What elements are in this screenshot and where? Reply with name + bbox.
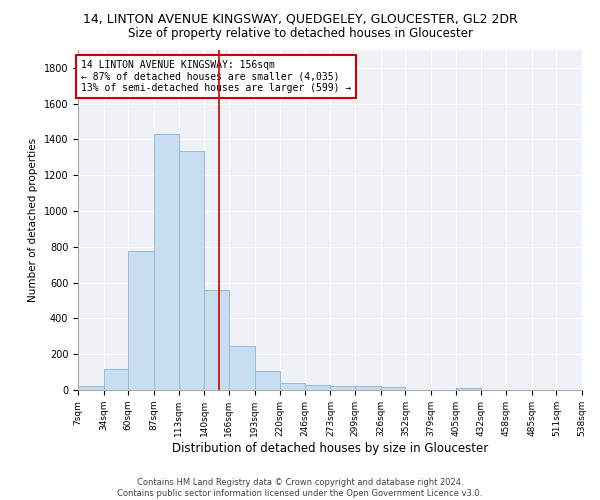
Bar (78, 386, 104, 390)
Bar (154, 134, 179, 390)
Bar (280, 383, 305, 390)
Y-axis label: Number of detached properties: Number of detached properties (28, 138, 38, 302)
Text: 14 LINTON AVENUE KINGSWAY: 156sqm
← 87% of detached houses are smaller (4,035)
1: 14 LINTON AVENUE KINGSWAY: 156sqm ← 87% … (80, 60, 351, 94)
Bar (254, 371, 280, 390)
Bar (331, 386, 355, 390)
Bar (204, 290, 229, 390)
Bar (128, 252, 154, 390)
Bar (381, 388, 406, 390)
Text: 14, LINTON AVENUE KINGSWAY, QUEDGELEY, GLOUCESTER, GL2 2DR: 14, LINTON AVENUE KINGSWAY, QUEDGELEY, G… (83, 12, 517, 26)
Bar (355, 386, 381, 390)
Bar (179, 151, 204, 390)
Bar (305, 384, 331, 390)
Text: Contains HM Land Registry data © Crown copyright and database right 2024.
Contai: Contains HM Land Registry data © Crown c… (118, 478, 482, 498)
Text: Size of property relative to detached houses in Gloucester: Size of property relative to detached ho… (128, 28, 473, 40)
Bar (456, 388, 481, 390)
Bar (229, 346, 254, 390)
X-axis label: Distribution of detached houses by size in Gloucester: Distribution of detached houses by size … (172, 442, 488, 454)
Bar (104, 368, 128, 390)
